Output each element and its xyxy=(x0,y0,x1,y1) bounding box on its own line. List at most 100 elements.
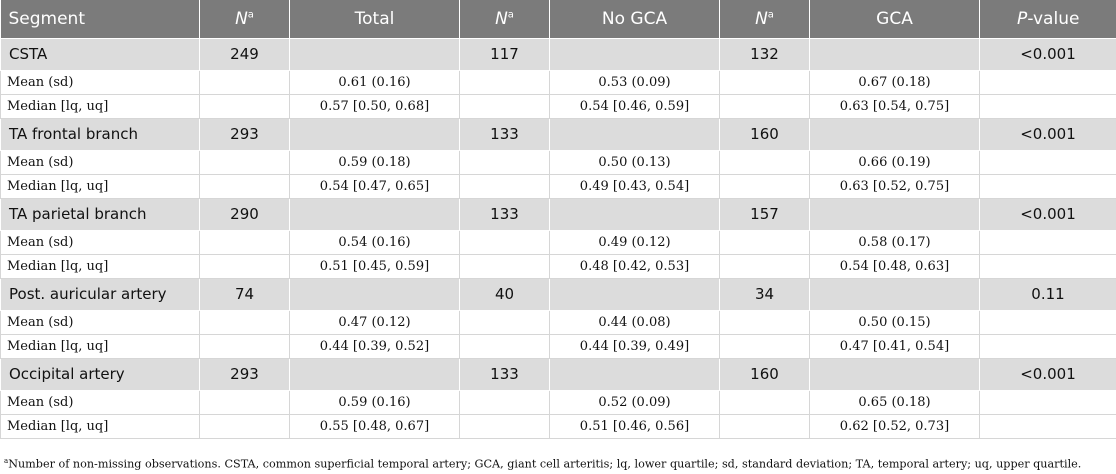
header-n-symbol: N xyxy=(235,8,248,29)
median-row: Median [lq, uq] 0.55 [0.48, 0.67] 0.51 [0.… xyxy=(0,413,1116,439)
segment-cell-total xyxy=(289,197,460,231)
median-cell-label: Median [lq, uq] xyxy=(0,173,200,199)
mean-cell-no-gca: 0.53 (0.09) xyxy=(549,69,720,95)
median-row: Median [lq, uq] 0.54 [0.47, 0.65] 0.49 [0.… xyxy=(0,173,1116,199)
median-cell-n-total xyxy=(199,173,290,199)
mean-cell-p-value xyxy=(979,149,1116,175)
mean-cell-n-no-gca xyxy=(459,69,550,95)
median-cell-gca: 0.63 [0.54, 0.75] xyxy=(809,93,980,119)
median-cell-n-no-gca xyxy=(459,333,550,359)
median-cell-no-gca: 0.51 [0.46, 0.56] xyxy=(549,413,720,439)
header-total: Total xyxy=(289,0,460,38)
mean-cell-label: Mean (sd) xyxy=(0,389,200,415)
segment-cell-label: Post. auricular artery xyxy=(0,277,200,311)
segment-cell-gca xyxy=(809,117,980,151)
median-cell-n-no-gca xyxy=(459,253,550,279)
median-cell-n-gca xyxy=(719,413,810,439)
segment-row: CSTA 249 117 132 <0.001 xyxy=(0,37,1116,71)
segment-cell-n-no-gca: 40 xyxy=(459,277,550,311)
mean-cell-no-gca: 0.44 (0.08) xyxy=(549,309,720,335)
segment-cell-total xyxy=(289,277,460,311)
mean-cell-n-gca xyxy=(719,69,810,95)
median-cell-gca: 0.62 [0.52, 0.73] xyxy=(809,413,980,439)
mean-cell-gca: 0.65 (0.18) xyxy=(809,389,980,415)
median-cell-n-no-gca xyxy=(459,93,550,119)
mean-row: Mean (sd) 0.61 (0.16) 0.53 (0.09) 0.67 (0.1… xyxy=(0,69,1116,95)
median-cell-n-total xyxy=(199,333,290,359)
segment-cell-label: TA parietal branch xyxy=(0,197,200,231)
median-cell-n-gca xyxy=(719,253,810,279)
median-cell-n-no-gca xyxy=(459,413,550,439)
segment-cell-no-gca xyxy=(549,357,720,391)
mean-cell-n-total xyxy=(199,149,290,175)
mean-cell-total: 0.54 (0.16) xyxy=(289,229,460,255)
median-cell-n-no-gca xyxy=(459,173,550,199)
segment-row: TA frontal branch 293 133 160 <0.001 xyxy=(0,117,1116,151)
median-cell-no-gca: 0.44 [0.39, 0.49] xyxy=(549,333,720,359)
mean-cell-no-gca: 0.50 (0.13) xyxy=(549,149,720,175)
mean-cell-n-no-gca xyxy=(459,229,550,255)
segment-cell-no-gca xyxy=(549,37,720,71)
median-cell-total: 0.57 [0.50, 0.68] xyxy=(289,93,460,119)
mean-cell-gca: 0.50 (0.15) xyxy=(809,309,980,335)
mean-cell-p-value xyxy=(979,69,1116,95)
segment-cell-n-gca: 157 xyxy=(719,197,810,231)
median-row: Median [lq, uq] 0.44 [0.39, 0.52] 0.44 [0.… xyxy=(0,333,1116,359)
segment-cell-no-gca xyxy=(549,277,720,311)
segment-row: Post. auricular artery 74 40 34 0.11 xyxy=(0,277,1116,311)
segment-cell-n-total: 293 xyxy=(199,117,290,151)
mean-cell-no-gca: 0.52 (0.09) xyxy=(549,389,720,415)
segment-cell-label: TA frontal branch xyxy=(0,117,200,151)
table-footnote: aNumber of non-missing observations. CST… xyxy=(4,457,1114,471)
segment-cell-p-value: <0.001 xyxy=(979,37,1116,71)
table-header: Segment Na Total Na No GCA Na GCA P-valu… xyxy=(0,0,1116,38)
median-cell-p-value xyxy=(979,173,1116,199)
median-cell-n-gca xyxy=(719,333,810,359)
mean-cell-n-gca xyxy=(719,229,810,255)
header-gca: GCA xyxy=(809,0,980,38)
header-p-italic: P xyxy=(1017,8,1028,29)
segment-cell-n-no-gca: 133 xyxy=(459,117,550,151)
segment-cell-n-no-gca: 133 xyxy=(459,357,550,391)
median-cell-p-value xyxy=(979,413,1116,439)
segment-cell-no-gca xyxy=(549,117,720,151)
segment-cell-p-value: 0.11 xyxy=(979,277,1116,311)
median-cell-n-gca xyxy=(719,173,810,199)
mean-cell-total: 0.59 (0.18) xyxy=(289,149,460,175)
mean-cell-label: Mean (sd) xyxy=(0,69,200,95)
header-n-symbol: N xyxy=(755,8,768,29)
median-cell-total: 0.55 [0.48, 0.67] xyxy=(289,413,460,439)
table-body: CSTA 249 117 132 <0.001 Mean (sd) 0.61 (0.16) 0… xyxy=(0,37,1116,439)
mean-cell-total: 0.59 (0.16) xyxy=(289,389,460,415)
header-p-value: P-value xyxy=(980,0,1116,38)
mean-cell-n-no-gca xyxy=(459,309,550,335)
segment-cell-n-total: 290 xyxy=(199,197,290,231)
mean-cell-n-total xyxy=(199,389,290,415)
median-cell-label: Median [lq, uq] xyxy=(0,413,200,439)
segment-cell-n-gca: 160 xyxy=(719,117,810,151)
median-row: Median [lq, uq] 0.51 [0.45, 0.59] 0.48 [0.… xyxy=(0,253,1116,279)
median-cell-gca: 0.47 [0.41, 0.54] xyxy=(809,333,980,359)
segment-cell-n-total: 293 xyxy=(199,357,290,391)
mean-cell-gca: 0.66 (0.19) xyxy=(809,149,980,175)
mean-cell-n-total xyxy=(199,229,290,255)
segment-cell-n-no-gca: 117 xyxy=(459,37,550,71)
mean-cell-no-gca: 0.49 (0.12) xyxy=(549,229,720,255)
segment-cell-gca xyxy=(809,37,980,71)
median-cell-gca: 0.63 [0.52, 0.75] xyxy=(809,173,980,199)
mean-row: Mean (sd) 0.47 (0.12) 0.44 (0.08) 0.50 (0.1… xyxy=(0,309,1116,335)
mean-cell-gca: 0.67 (0.18) xyxy=(809,69,980,95)
median-cell-no-gca: 0.49 [0.43, 0.54] xyxy=(549,173,720,199)
segment-cell-label: Occipital artery xyxy=(0,357,200,391)
mean-cell-total: 0.61 (0.16) xyxy=(289,69,460,95)
mean-cell-label: Mean (sd) xyxy=(0,229,200,255)
header-n-gca: Na xyxy=(719,0,810,38)
header-n-sup: a xyxy=(767,9,774,21)
mean-cell-n-no-gca xyxy=(459,149,550,175)
header-n-total: Na xyxy=(199,0,290,38)
segment-cell-gca xyxy=(809,277,980,311)
segment-cell-n-total: 74 xyxy=(199,277,290,311)
median-cell-n-gca xyxy=(719,93,810,119)
median-cell-p-value xyxy=(979,253,1116,279)
segment-cell-n-total: 249 xyxy=(199,37,290,71)
